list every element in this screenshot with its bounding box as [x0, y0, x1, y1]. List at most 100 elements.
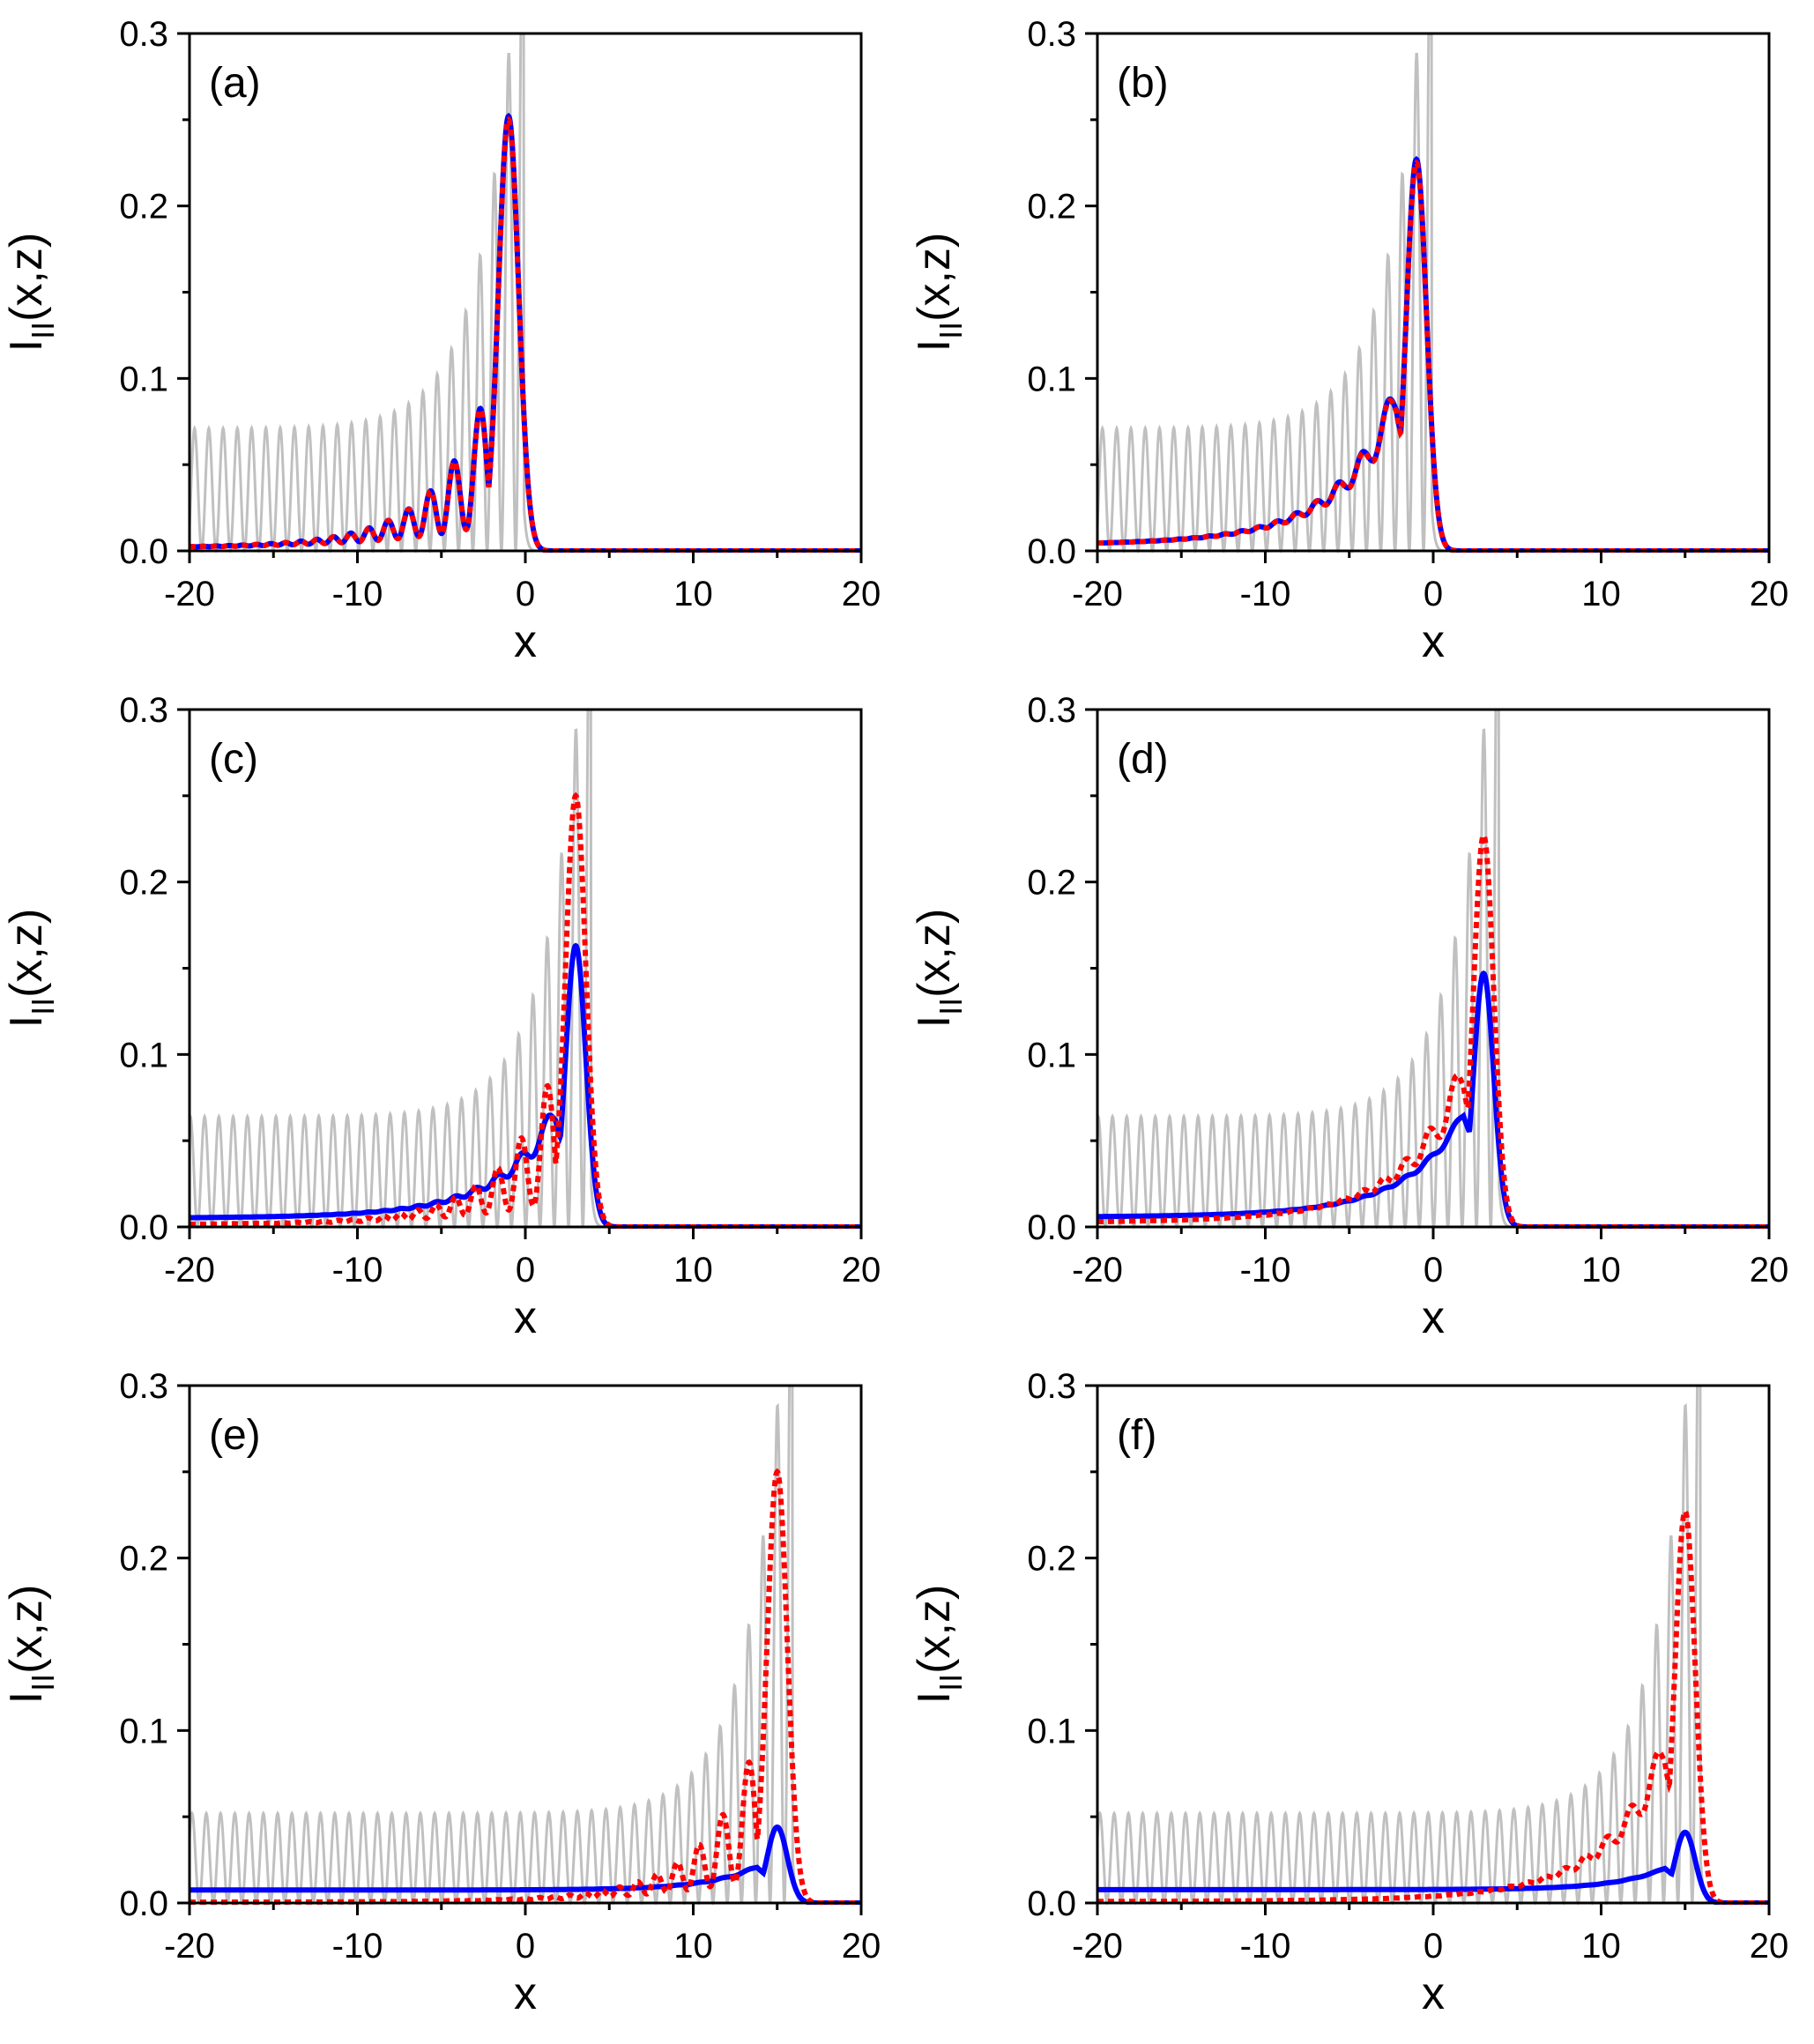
- x-tick-label: 0: [516, 575, 535, 613]
- x-tick-label: -10: [1240, 1251, 1291, 1290]
- y-tick-label: 0.1: [1027, 1712, 1076, 1750]
- series-dotted-line: [1097, 832, 1769, 1229]
- x-tick-label: 10: [1581, 575, 1621, 613]
- y-tick-label: 0.3: [119, 15, 168, 54]
- x-tick-label: 10: [673, 1251, 713, 1290]
- x-tick-label: 20: [842, 1251, 881, 1290]
- series-dotted-line: [190, 1468, 861, 1905]
- y-axis-title-subscript: II: [25, 998, 61, 1015]
- panel-label: (a): [209, 60, 261, 107]
- series-solid-line: [1097, 970, 1769, 1229]
- x-tick-label: -10: [332, 575, 383, 613]
- x-tick-label: 10: [1581, 1927, 1621, 1966]
- axes-frame: [1096, 708, 1771, 1229]
- y-tick-label: 0.2: [119, 188, 168, 227]
- series-solid-line: [1097, 1829, 1769, 1905]
- x-tick-label: -20: [164, 1927, 215, 1966]
- y-axis-title-main: I: [909, 339, 960, 352]
- panel-label: (e): [209, 1412, 261, 1459]
- x-tick-label: -20: [1072, 1251, 1123, 1290]
- panel-label: (c): [209, 736, 258, 783]
- plot-area: [1097, 1384, 1769, 1905]
- y-tick-label: 0.3: [1027, 15, 1076, 54]
- x-tick-label: 10: [1581, 1251, 1621, 1290]
- x-tick-label: 0: [516, 1927, 535, 1966]
- y-axis-title: III(x,z): [909, 1585, 969, 1705]
- x-axis-title: x: [514, 616, 537, 667]
- y-axis-title: III(x,z): [1, 909, 61, 1029]
- series-solid-line: [190, 942, 861, 1229]
- y-axis-title: III(x,z): [909, 909, 969, 1029]
- y-axis-title-suffix: (x,z): [909, 1585, 960, 1674]
- x-axis-title: x: [1422, 616, 1445, 667]
- x-tick-label: 20: [842, 575, 881, 613]
- plot-area: [190, 708, 861, 1229]
- y-axis-title-suffix: (x,z): [1, 1585, 52, 1674]
- y-tick-label: 0.0: [119, 532, 168, 571]
- panel-label: (b): [1117, 60, 1169, 107]
- x-tick-label: -10: [332, 1927, 383, 1966]
- x-tick-label: -20: [164, 575, 215, 613]
- x-tick-label: 0: [1424, 1927, 1443, 1966]
- y-tick-label: 0.1: [119, 1712, 168, 1750]
- plot-area: [1097, 32, 1769, 553]
- x-tick-label: 20: [1750, 1927, 1789, 1966]
- y-axis-title-suffix: (x,z): [909, 233, 960, 322]
- x-axis-title: x: [1422, 1968, 1445, 2019]
- x-axis-title: x: [514, 1292, 537, 1343]
- x-tick-label: 10: [673, 1927, 713, 1966]
- y-axis-title-main: I: [1, 1015, 52, 1028]
- series-reference-line: [1097, 1384, 1769, 1905]
- y-axis-title: III(x,z): [909, 233, 969, 353]
- y-tick-label: 0.0: [119, 1884, 168, 1923]
- x-tick-label: 0: [516, 1251, 535, 1290]
- x-tick-label: -10: [332, 1251, 383, 1290]
- x-tick-label: 0: [1424, 575, 1443, 613]
- y-axis-title-main: I: [1, 339, 52, 352]
- panel-label: (d): [1117, 736, 1169, 783]
- x-tick-label: -20: [164, 1251, 215, 1290]
- y-tick-label: 0.0: [119, 1208, 168, 1247]
- y-axis-title-subscript: II: [933, 322, 969, 339]
- panel-label: (f): [1117, 1412, 1156, 1459]
- x-tick-label: -20: [1072, 575, 1123, 613]
- y-axis-title-subscript: II: [25, 1674, 61, 1691]
- series-dotted-line: [1097, 1508, 1769, 1905]
- y-axis-title-subscript: II: [25, 322, 61, 339]
- y-axis-title-main: I: [909, 1691, 960, 1704]
- y-tick-label: 0.2: [1027, 864, 1076, 903]
- x-tick-label: 20: [842, 1927, 881, 1966]
- y-tick-label: 0.2: [1027, 1540, 1076, 1579]
- y-tick-label: 0.2: [119, 864, 168, 903]
- y-axis-title-suffix: (x,z): [1, 909, 52, 998]
- x-tick-label: -10: [1240, 575, 1291, 613]
- series-dotted-line: [190, 792, 861, 1229]
- series-reference-line: [190, 1384, 861, 1905]
- y-tick-label: 0.3: [119, 691, 168, 730]
- y-axis-title-suffix: (x,z): [909, 909, 960, 998]
- y-tick-label: 0.2: [1027, 188, 1076, 227]
- y-axis-title-subscript: II: [933, 1674, 969, 1691]
- x-tick-label: 10: [673, 575, 713, 613]
- x-axis-title: x: [514, 1968, 537, 2019]
- y-axis-title: III(x,z): [1, 1585, 61, 1705]
- x-tick-label: -10: [1240, 1927, 1291, 1966]
- x-tick-label: -20: [1072, 1927, 1123, 1966]
- x-axis-title: x: [1422, 1292, 1445, 1343]
- x-tick-label: 20: [1750, 1251, 1789, 1290]
- y-tick-label: 0.3: [119, 1367, 168, 1406]
- y-tick-label: 0.1: [1027, 360, 1076, 398]
- y-axis-title-main: I: [909, 1015, 960, 1028]
- y-tick-label: 0.0: [1027, 1208, 1076, 1247]
- plot-area: [190, 32, 861, 553]
- x-tick-label: 20: [1750, 575, 1789, 613]
- plot-area: [1097, 708, 1769, 1229]
- y-axis-title-suffix: (x,z): [1, 233, 52, 322]
- x-tick-label: 0: [1424, 1251, 1443, 1290]
- series-reference-line: [1097, 708, 1769, 1229]
